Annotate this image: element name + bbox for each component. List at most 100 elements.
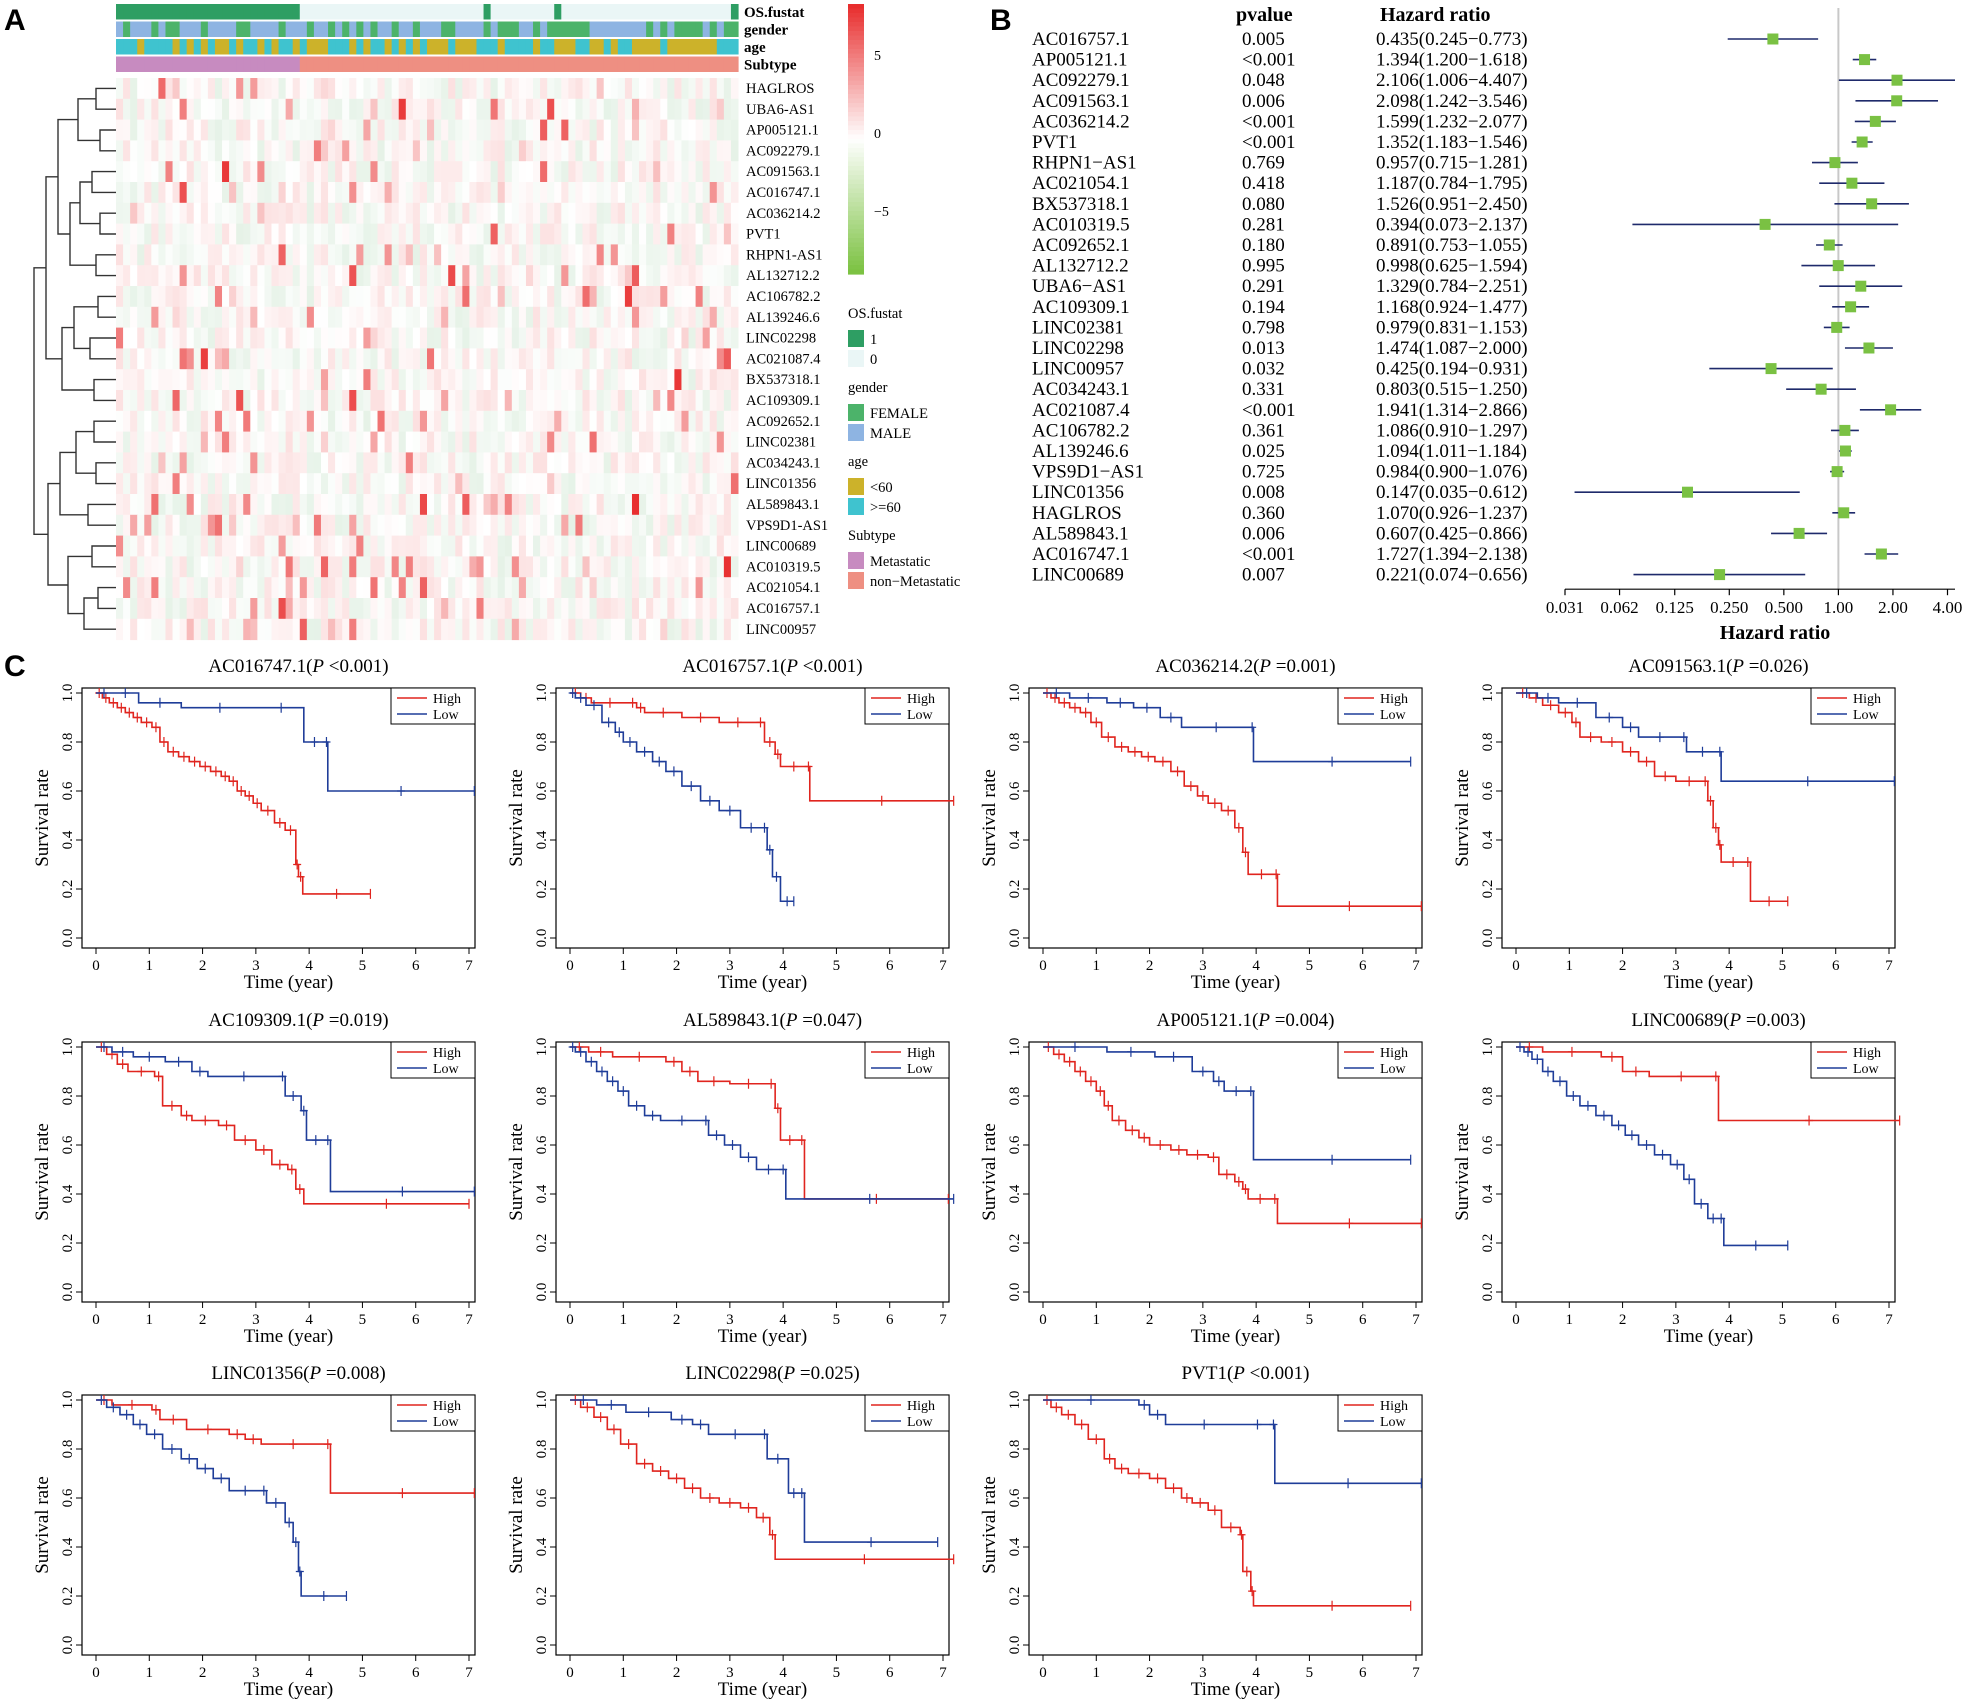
heatmap-cell bbox=[511, 577, 520, 599]
forest-row: AC010319.5 0.281 0.394(0.073−2.137) bbox=[1032, 214, 1899, 235]
heatmap-cell bbox=[575, 410, 583, 433]
heatmap-cell bbox=[271, 78, 280, 100]
heatmap-cell bbox=[533, 598, 541, 620]
heatmap-cell bbox=[229, 306, 237, 329]
heatmap-cell bbox=[412, 494, 421, 516]
heatmap-cell bbox=[434, 535, 442, 557]
km-curve-low-censor bbox=[1697, 1198, 1706, 1209]
km-curve-low-censor bbox=[174, 1056, 183, 1067]
color-scale-step bbox=[848, 157, 864, 163]
annotation-cell bbox=[476, 56, 485, 72]
heatmap-cell bbox=[320, 98, 329, 121]
heatmap-cell bbox=[370, 348, 379, 370]
heatmap-cell bbox=[547, 473, 555, 495]
heatmap-cell bbox=[398, 98, 407, 121]
km-title: AC091563.1(P =0.026) bbox=[1628, 656, 1808, 677]
heatmap-cell bbox=[568, 140, 576, 162]
heatmap-cell bbox=[116, 494, 124, 516]
heatmap-cell bbox=[384, 244, 393, 266]
heatmap-cell bbox=[476, 161, 485, 183]
forest-hr-text: 2.098(1.242−3.546) bbox=[1376, 91, 1528, 112]
heatmap-cell bbox=[603, 161, 612, 183]
heatmap-cell bbox=[214, 390, 223, 412]
annotation-cell bbox=[624, 21, 633, 37]
heatmap-cell bbox=[172, 223, 181, 245]
km-curve-low-censor bbox=[1715, 746, 1724, 757]
heatmap-cell bbox=[391, 431, 400, 453]
heatmap-cell bbox=[511, 119, 520, 141]
heatmap-cell bbox=[278, 265, 287, 287]
annotation-cell bbox=[688, 39, 697, 55]
heatmap-cell bbox=[646, 202, 654, 225]
km-curve-high-censor bbox=[789, 761, 798, 772]
heatmap-cell bbox=[469, 244, 477, 266]
annotation-cell bbox=[193, 4, 202, 20]
heatmap-cell bbox=[688, 348, 697, 370]
annotation-cell bbox=[130, 21, 138, 37]
heatmap-cell bbox=[596, 306, 605, 329]
heatmap-cell bbox=[716, 78, 725, 100]
heatmap-cell bbox=[660, 514, 668, 537]
heatmap-cell bbox=[674, 577, 682, 599]
annotation-track-osfustat bbox=[116, 4, 739, 20]
heatmap-cell bbox=[639, 119, 647, 141]
km-curve-high-censor bbox=[1198, 790, 1207, 801]
heatmap-cell bbox=[335, 306, 343, 329]
km-x-axis-title: Time (year) bbox=[1191, 1679, 1281, 1700]
heatmap-cell bbox=[511, 514, 520, 537]
heatmap-cell bbox=[123, 306, 131, 329]
heatmap-cell bbox=[667, 535, 675, 557]
heatmap-cell bbox=[158, 598, 166, 620]
heatmap-cell bbox=[695, 494, 704, 516]
heatmap-cell bbox=[398, 348, 407, 370]
heatmap-cell bbox=[214, 140, 223, 162]
annotation-cell bbox=[610, 4, 619, 20]
heatmap-cell bbox=[405, 410, 414, 433]
km-y-tick-label: 0.6 bbox=[1007, 781, 1023, 800]
km-x-tick-label: 3 bbox=[252, 1312, 260, 1328]
heatmap-cell bbox=[631, 452, 640, 474]
heatmap-cell bbox=[207, 598, 216, 620]
heatmap-cell bbox=[193, 598, 202, 620]
km-curve-low-censor bbox=[1555, 1076, 1564, 1087]
heatmap-cell bbox=[285, 202, 294, 225]
heatmap-cell bbox=[610, 369, 619, 391]
km-curve-high-censor bbox=[169, 1414, 178, 1425]
heatmap-cell bbox=[405, 598, 414, 620]
heatmap-cell bbox=[681, 286, 690, 308]
heatmap-cell bbox=[610, 327, 619, 349]
forest-hr-text: 0.891(0.753−1.055) bbox=[1376, 235, 1528, 256]
heatmap-cell bbox=[568, 202, 576, 225]
heatmap-cell bbox=[377, 78, 386, 100]
km-y-tick-label: 0.6 bbox=[60, 1135, 76, 1154]
forest-pvalue: 0.005 bbox=[1242, 29, 1285, 50]
heatmap-cell bbox=[575, 514, 583, 537]
heatmap-cell bbox=[264, 98, 272, 121]
km-y-tick-label: 0.4 bbox=[1007, 1537, 1023, 1556]
heatmap-cell bbox=[320, 244, 329, 266]
heatmap-cell bbox=[667, 327, 675, 349]
km-x-tick-label: 6 bbox=[1359, 958, 1367, 974]
annotation-cell bbox=[511, 21, 520, 37]
heatmap-cell bbox=[561, 514, 569, 537]
heatmap-cell bbox=[328, 182, 336, 204]
km-y-tick-label: 0.0 bbox=[1480, 929, 1496, 948]
annotation-cell bbox=[158, 4, 167, 20]
annotation-cell bbox=[214, 21, 223, 37]
forest-hr-marker bbox=[1714, 569, 1726, 581]
heatmap-cell bbox=[617, 286, 626, 308]
heatmap-cell bbox=[384, 286, 393, 308]
heatmap-cell bbox=[695, 556, 704, 578]
heatmap-cell bbox=[589, 140, 598, 162]
heatmap-cell bbox=[596, 348, 605, 370]
heatmap-cell bbox=[342, 348, 350, 370]
heatmap-cell bbox=[207, 431, 216, 453]
heatmap-cell bbox=[207, 390, 216, 412]
heatmap-cell bbox=[723, 369, 732, 391]
heatmap-row-label: AC109309.1 bbox=[746, 393, 821, 409]
heatmap-cell bbox=[158, 223, 166, 245]
heatmap-cell bbox=[356, 223, 364, 245]
heatmap-cell bbox=[723, 535, 732, 557]
annotation-cell bbox=[702, 56, 711, 72]
heatmap-cell bbox=[603, 514, 612, 537]
